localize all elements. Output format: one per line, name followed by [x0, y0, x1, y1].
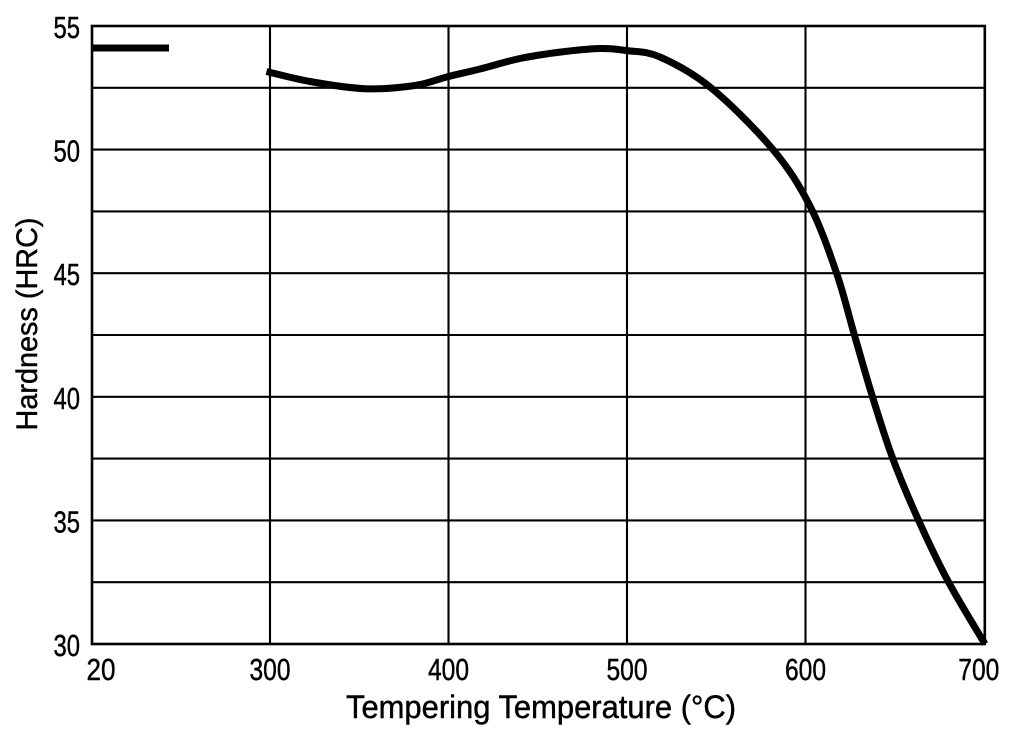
svg-text:300: 300	[250, 652, 291, 687]
svg-text:45: 45	[54, 257, 81, 292]
svg-text:40: 40	[54, 381, 81, 416]
svg-text:30: 30	[54, 628, 81, 663]
svg-text:55: 55	[54, 10, 81, 45]
svg-text:Hardness (HRC): Hardness (HRC)	[11, 218, 44, 431]
svg-text:700: 700	[958, 652, 999, 687]
svg-text:Tempering Temperature (°C): Tempering Temperature (°C)	[346, 689, 736, 725]
svg-text:400: 400	[428, 652, 469, 687]
svg-text:50: 50	[54, 134, 81, 169]
svg-text:20: 20	[87, 652, 116, 687]
svg-text:600: 600	[785, 652, 826, 687]
svg-text:35: 35	[54, 504, 81, 539]
svg-text:500: 500	[607, 652, 648, 687]
